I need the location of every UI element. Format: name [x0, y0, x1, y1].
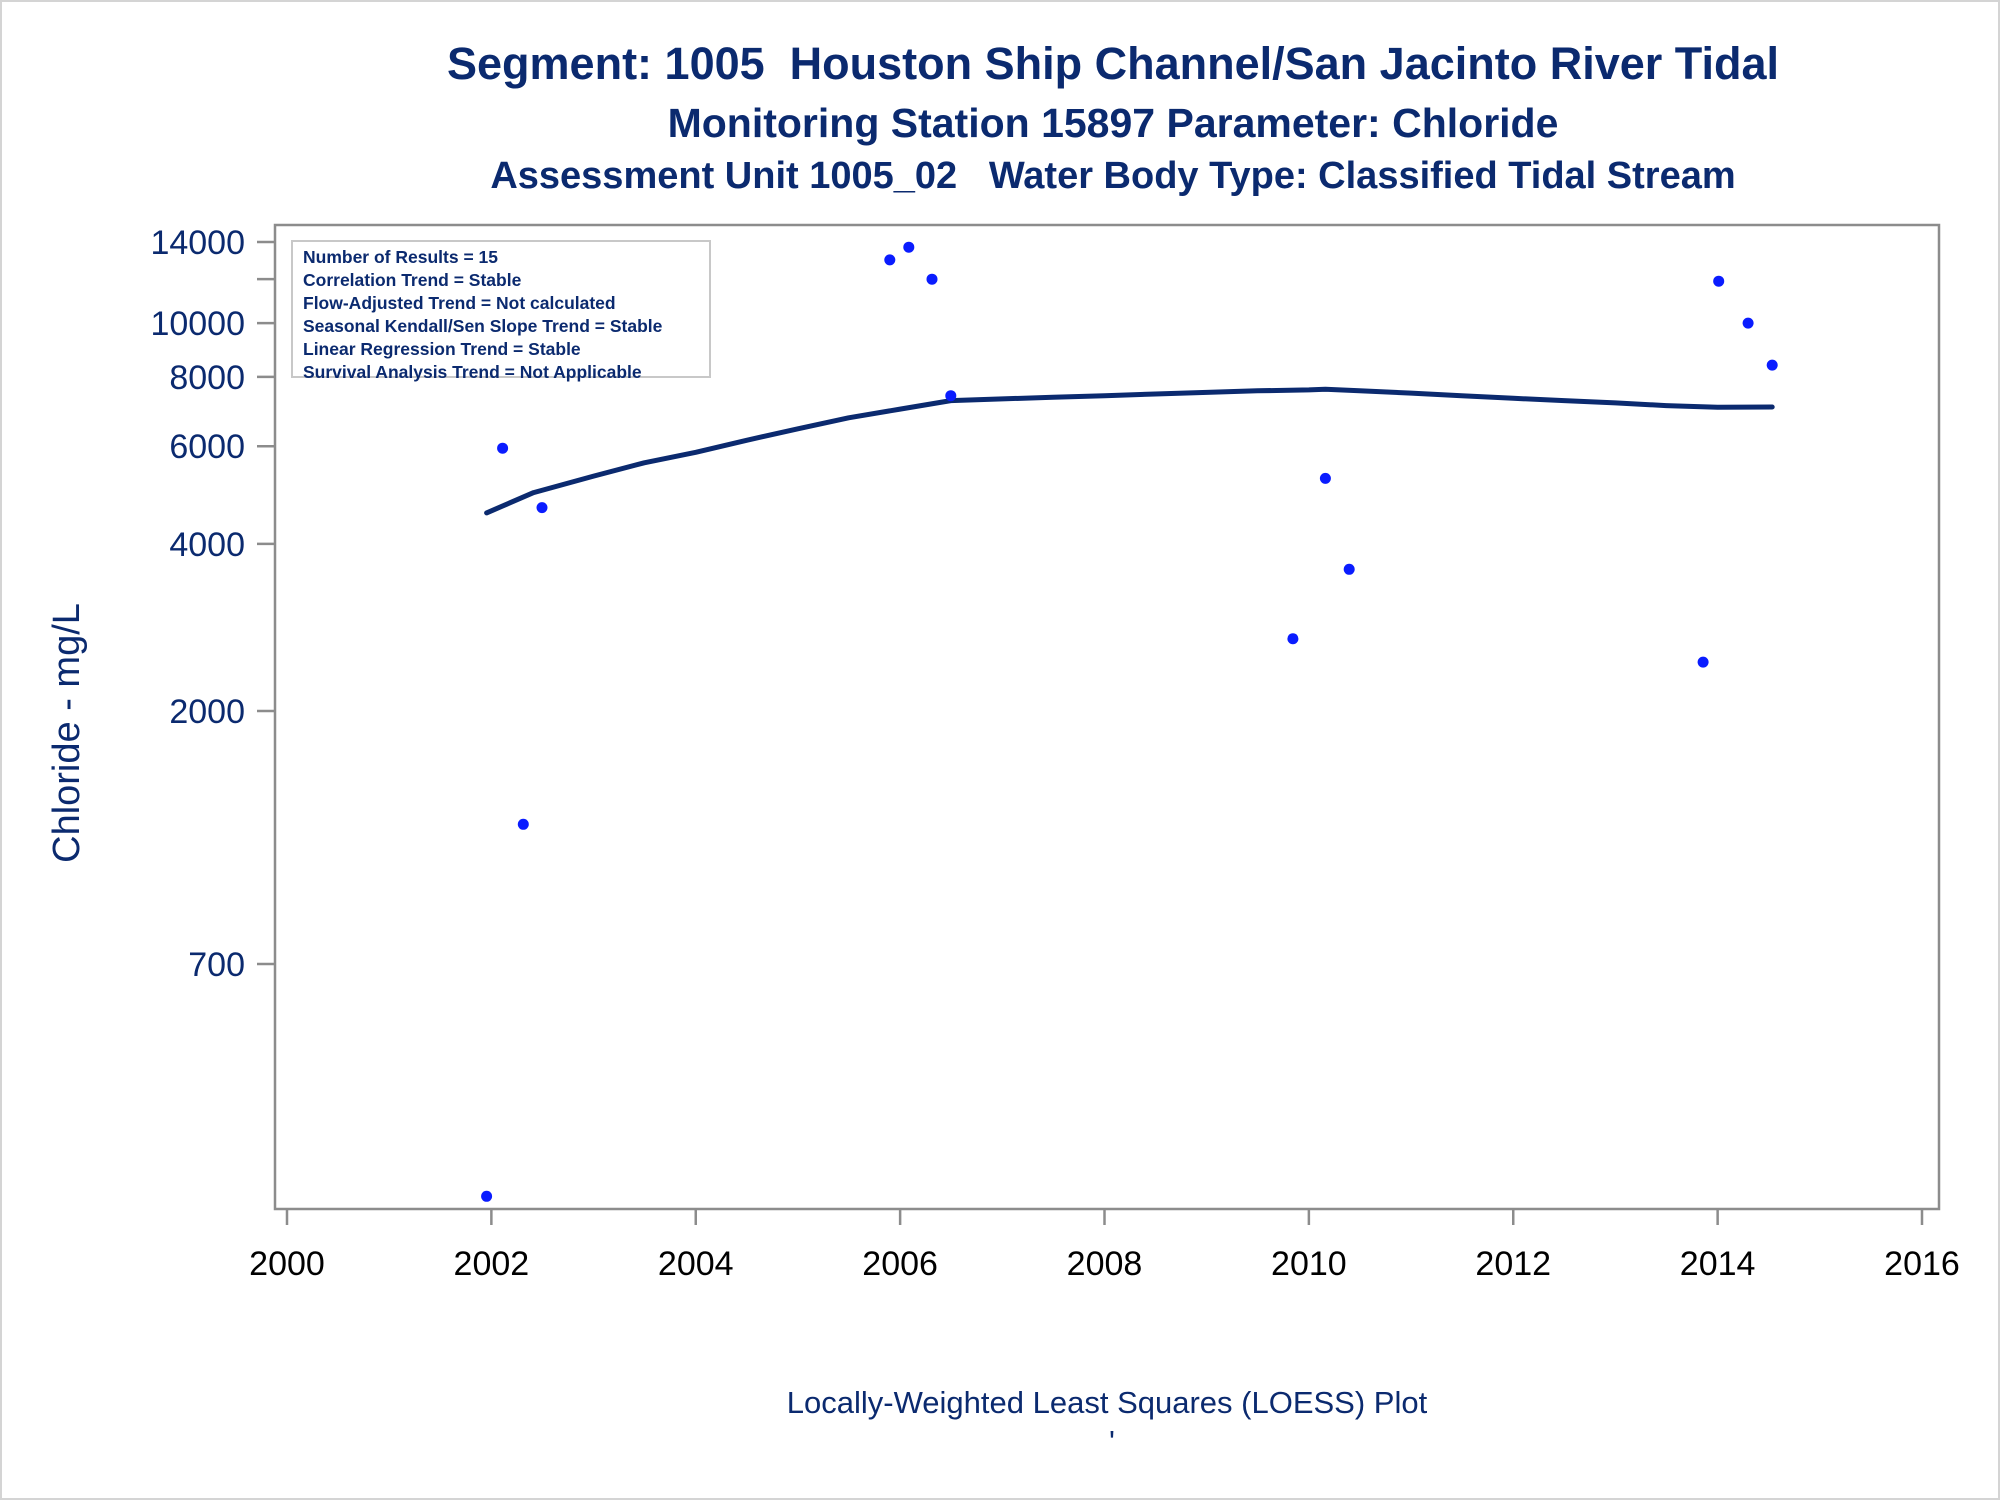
legend-line: Number of Results = 15 [303, 247, 498, 267]
data-point [1697, 656, 1709, 668]
y-tick-label: 6000 [169, 428, 245, 466]
x-tick-label: 2006 [862, 1245, 938, 1283]
loess-layer [484, 386, 1775, 516]
x-tick-label: 2016 [1884, 1245, 1960, 1283]
data-point [945, 390, 957, 402]
data-point [1742, 317, 1754, 329]
data-point [903, 241, 915, 253]
y-tick-label: 10000 [150, 305, 245, 343]
y-tick-label: 700 [188, 946, 245, 984]
trend-summary-box: Number of Results = 15 Correlation Trend… [291, 240, 711, 382]
x-tick-label: 2004 [658, 1245, 734, 1283]
x-tick-label: 2000 [249, 1245, 325, 1283]
x-tick-label: 2002 [454, 1245, 530, 1283]
data-point [481, 1190, 493, 1202]
data-point [1343, 563, 1355, 575]
x-axis: 2000 2002 2004 2006 2008 2010 2012 2014 2016 [249, 1209, 1960, 1283]
y-tick-label: 14000 [150, 224, 245, 262]
y-tick-label: 8000 [169, 359, 245, 397]
y-axis-label: Chloride - mg/L [46, 603, 88, 863]
legend-line: Flow-Adjusted Trend = Not calculated [303, 293, 616, 313]
x-tick-label: 2014 [1680, 1245, 1756, 1283]
y-axis: 14000 10000 8000 6000 4000 2000 700 [150, 224, 275, 984]
chart-title: Segment: 1005 Houston Ship Channel/San J… [447, 38, 1779, 89]
data-point [1287, 633, 1299, 645]
x-axis-label: Locally-Weighted Least Squares (LOESS) P… [787, 1385, 1428, 1420]
data-point [497, 442, 509, 454]
chart-subtitle: Monitoring Station 15897 Parameter: Chlo… [667, 100, 1559, 146]
points-layer [481, 241, 1778, 1202]
legend-line: Linear Regression Trend = Stable [303, 339, 581, 359]
data-point [1713, 275, 1725, 287]
chart-subtitle-2: Assessment Unit 1005_02 Water Body Type:… [490, 155, 1736, 197]
legend-line: Correlation Trend = Stable [303, 270, 522, 290]
footnote-mark: ' [1109, 1424, 1115, 1459]
data-point [1319, 472, 1331, 484]
data-point [536, 502, 548, 514]
x-tick-label: 2012 [1475, 1245, 1551, 1283]
data-point [884, 254, 896, 266]
legend-line: Survival Analysis Trend = Not Applicable [303, 362, 642, 382]
x-tick-label: 2010 [1271, 1245, 1347, 1283]
y-tick-label: 4000 [169, 526, 245, 564]
y-tick-label: 2000 [169, 693, 245, 731]
data-point [926, 273, 938, 285]
loess-curve [484, 386, 1775, 516]
legend-line: Seasonal Kendall/Sen Slope Trend = Stabl… [303, 316, 663, 336]
plot-frame [273, 223, 1941, 1211]
data-point [517, 818, 529, 830]
x-tick-label: 2008 [1067, 1245, 1143, 1283]
data-point [1766, 359, 1778, 371]
